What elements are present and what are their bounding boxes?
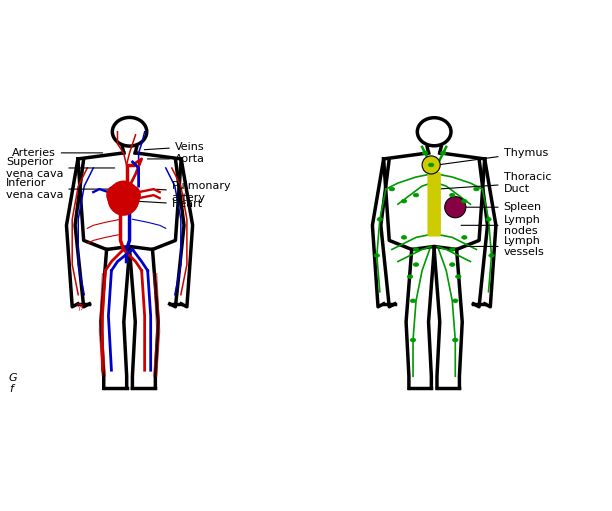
Ellipse shape xyxy=(489,253,494,258)
Ellipse shape xyxy=(455,275,461,278)
Ellipse shape xyxy=(452,338,458,342)
Ellipse shape xyxy=(413,248,419,251)
Ellipse shape xyxy=(413,193,419,197)
Text: Superior
vena cava: Superior vena cava xyxy=(6,157,114,179)
Ellipse shape xyxy=(408,275,412,278)
Ellipse shape xyxy=(401,199,407,203)
Ellipse shape xyxy=(428,163,434,167)
Ellipse shape xyxy=(401,236,407,239)
Text: Arteries: Arteries xyxy=(12,148,103,158)
Ellipse shape xyxy=(486,218,491,221)
Ellipse shape xyxy=(450,263,455,266)
Ellipse shape xyxy=(422,151,428,155)
Text: Aorta: Aorta xyxy=(147,154,205,164)
Ellipse shape xyxy=(389,188,395,191)
Ellipse shape xyxy=(445,197,466,218)
Text: Pulmonary
artery: Pulmonary artery xyxy=(157,181,231,203)
Ellipse shape xyxy=(450,248,455,251)
Text: Lymph
vessels: Lymph vessels xyxy=(464,236,544,257)
Text: Inferior
vena cava: Inferior vena cava xyxy=(6,178,121,200)
Text: Thoracic
Duct: Thoracic Duct xyxy=(440,172,551,194)
Text: Spleen: Spleen xyxy=(461,202,542,212)
Ellipse shape xyxy=(413,263,419,266)
Ellipse shape xyxy=(452,299,458,303)
Ellipse shape xyxy=(108,181,138,215)
Ellipse shape xyxy=(441,151,446,155)
Ellipse shape xyxy=(125,186,140,204)
Ellipse shape xyxy=(461,236,467,239)
Text: Veins: Veins xyxy=(144,142,204,152)
Text: Thymus: Thymus xyxy=(440,148,548,165)
Ellipse shape xyxy=(422,156,440,174)
Ellipse shape xyxy=(474,188,479,191)
Ellipse shape xyxy=(461,199,467,203)
Text: G
f: G f xyxy=(9,373,17,394)
Ellipse shape xyxy=(377,218,382,221)
Text: Heart: Heart xyxy=(138,199,203,209)
Ellipse shape xyxy=(450,193,455,197)
Ellipse shape xyxy=(374,253,379,258)
Text: Lymph
nodes: Lymph nodes xyxy=(461,215,540,236)
FancyBboxPatch shape xyxy=(428,173,440,236)
Ellipse shape xyxy=(410,338,416,342)
Ellipse shape xyxy=(410,299,416,303)
Ellipse shape xyxy=(107,186,122,204)
